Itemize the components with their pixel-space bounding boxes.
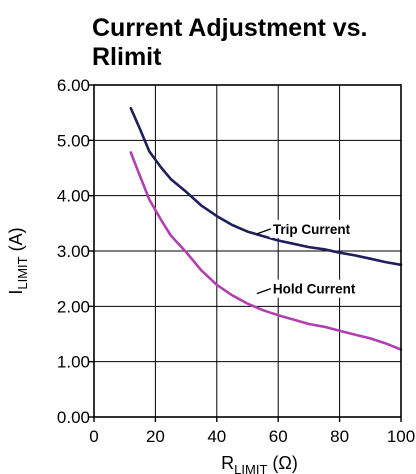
series-line-trip-current [129, 106, 403, 267]
x-tick-label-40: 40 [207, 427, 226, 446]
annotation-label-trip-current: Trip Current [273, 222, 351, 237]
series-line-hold-current [129, 151, 403, 351]
annotation-label-hold-current: Hold Current [273, 282, 356, 297]
annotation-bg-hold-current [269, 279, 368, 298]
x-tick-label-0: 0 [89, 427, 98, 446]
annotations: Trip Current Hold Current [256, 219, 368, 298]
annotation-leader-trip-current [256, 228, 272, 235]
x-tick-label-100: 100 [387, 427, 415, 446]
chart-title: Current Adjustment vs. Rlimit [92, 14, 368, 71]
y-tick-label-5.00: 5.00 [57, 131, 90, 150]
y-tick-label-0.00: 0.00 [57, 408, 90, 427]
grid [94, 85, 401, 417]
x-tick-label-80: 80 [330, 427, 349, 446]
y-tick-label-3.00: 3.00 [57, 242, 90, 261]
annotation-leader-hold-current [256, 288, 272, 295]
x-tick-label-20: 20 [146, 427, 165, 446]
x-axis-label: RLIMIT (Ω) [221, 453, 298, 474]
axes [89, 84, 402, 422]
y-tick-label-1.00: 1.00 [57, 353, 90, 372]
y-tick-label-6.00: 6.00 [57, 76, 90, 95]
y-tick-label-4.00: 4.00 [57, 187, 90, 206]
annotation-bg-trip-current [269, 219, 368, 238]
series-layer [129, 106, 403, 351]
y-axis-label: ILIMIT (A) [6, 227, 30, 294]
y-tick-label-2.00: 2.00 [57, 297, 90, 316]
tick-labels: 0 20 40 60 80 100 0.00 1.00 2.00 3.00 4.00 5.00 6.00… [6, 76, 415, 474]
x-tick-label-60: 60 [269, 427, 288, 446]
